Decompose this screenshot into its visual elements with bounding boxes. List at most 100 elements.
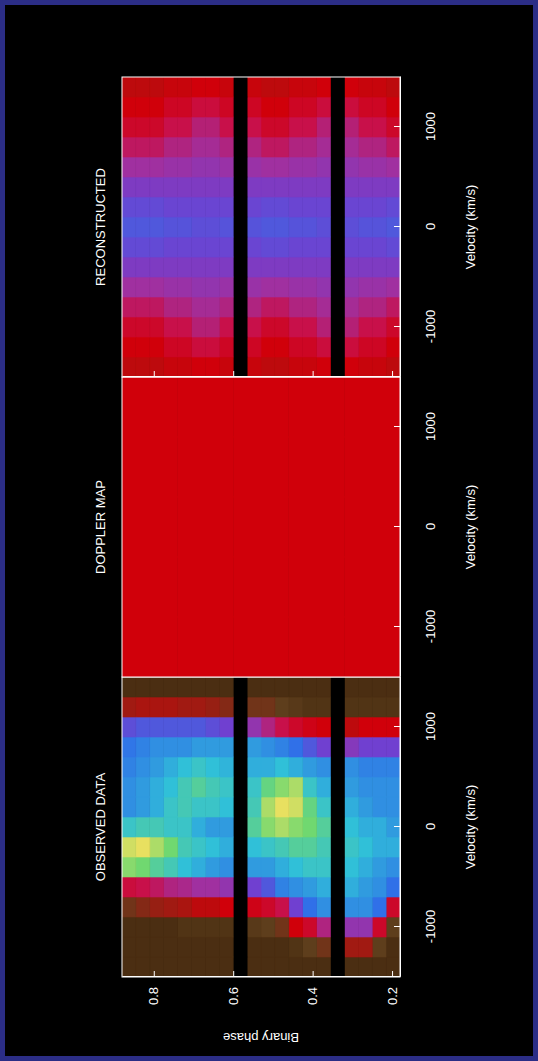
heatmap-cell (136, 357, 150, 377)
heatmap-cell (164, 717, 178, 737)
heatmap-cell (136, 237, 150, 257)
heatmap-cell (164, 797, 178, 817)
heatmap-cell (205, 937, 219, 957)
heatmap-cell (122, 317, 136, 337)
heatmap-cell (372, 237, 386, 257)
heatmap-cell (261, 697, 275, 717)
heatmap-cell (275, 137, 289, 157)
heatmap-cell (150, 897, 164, 917)
y-axis-title: Binary phase (223, 1030, 299, 1045)
heatmap-cell (164, 837, 178, 857)
heatmap-cell (192, 817, 206, 837)
background (5, 5, 533, 1056)
heatmap-cell (303, 197, 317, 217)
heatmap-cell (150, 197, 164, 217)
tick-mark (394, 926, 400, 927)
heatmap-cell (372, 257, 386, 277)
heatmap-cell (150, 297, 164, 317)
heatmap-cell (317, 237, 331, 257)
heatmap-cell (372, 697, 386, 717)
heatmap-cell (150, 237, 164, 257)
heatmap-cell (219, 317, 233, 337)
heatmap-cell (289, 197, 303, 217)
heatmap-cell (344, 617, 400, 677)
tick: 0 (394, 523, 438, 530)
heatmap-cell (358, 137, 372, 157)
heatmap-cell (358, 797, 372, 817)
heatmap-cell (233, 617, 289, 677)
heatmap-cell (317, 817, 331, 837)
heatmap-cell (219, 237, 233, 257)
heatmap-cell (372, 937, 386, 957)
heatmap-cell (178, 857, 192, 877)
heatmap-cell (344, 837, 358, 857)
tick-mark (313, 371, 314, 377)
heatmap-cell (331, 777, 345, 797)
heatmap-cell (289, 297, 303, 317)
heatmap-cell (150, 837, 164, 857)
heatmap-cell (289, 677, 303, 697)
heatmap-cell (247, 77, 261, 97)
heatmap-cell (303, 917, 317, 937)
heatmap-cell (372, 137, 386, 157)
heatmap-cell (192, 97, 206, 117)
heatmap-cell (205, 317, 219, 337)
heatmap-cell (386, 777, 400, 797)
tick-mark (394, 726, 400, 727)
heatmap-cell (289, 237, 303, 257)
heatmap-cell (122, 617, 178, 677)
heatmap-cell (136, 677, 150, 697)
heatmap-cell (205, 777, 219, 797)
heatmap-cell (386, 117, 400, 137)
heatmap-cell (344, 197, 358, 217)
heatmap-cell (136, 277, 150, 297)
heatmap-cell (275, 217, 289, 237)
heatmap-cell (247, 737, 261, 757)
heatmap-cell (192, 957, 206, 977)
heatmap-cell (303, 697, 317, 717)
heatmap-cell (386, 957, 400, 977)
heatmap-cell (317, 737, 331, 757)
heatmap-cell (289, 437, 345, 497)
heatmap-cell (205, 797, 219, 817)
heatmap-cell (164, 297, 178, 317)
x-axis-title: Velocity (km/s) (463, 785, 478, 870)
heatmap-cell (192, 277, 206, 297)
heatmap-cell (205, 237, 219, 257)
heatmap-cell (164, 77, 178, 97)
heatmap-cell (164, 817, 178, 837)
frame-border (0, 0, 538, 1061)
heatmap-cell (136, 877, 150, 897)
heatmap-cell (261, 257, 275, 277)
tick: 0.2 (385, 971, 400, 1005)
heatmap-cell (261, 357, 275, 377)
heatmap-cell (164, 177, 178, 197)
heatmap-cell (275, 277, 289, 297)
heatmap-cell (122, 817, 136, 837)
heatmap-cell (122, 437, 178, 497)
tick-mark (392, 371, 393, 377)
heatmap-cell (136, 777, 150, 797)
heatmap-cell (178, 497, 234, 557)
heatmap-cell (233, 677, 247, 697)
panel: -100001000RECONSTRUCTEDVelocity (km/s) (93, 77, 478, 378)
heatmap-cell (192, 837, 206, 857)
heatmap-cell (372, 777, 386, 797)
tick-label: 0.2 (385, 987, 400, 1005)
tick-label: 0 (423, 523, 438, 530)
heatmap-cell (247, 217, 261, 237)
heatmap-cell (150, 957, 164, 977)
heatmap-cell (219, 177, 233, 197)
heatmap-cell (164, 357, 178, 377)
heatmap-cell (192, 937, 206, 957)
heatmap-cell (205, 757, 219, 777)
heatmap-cell (289, 737, 303, 757)
heatmap-cell (261, 837, 275, 857)
heatmap-cell (164, 117, 178, 137)
heatmap-cell (344, 717, 358, 737)
heatmap-cell (358, 677, 372, 697)
heatmap-cell (164, 917, 178, 937)
heatmap-cell (150, 357, 164, 377)
heatmap-cell (150, 777, 164, 797)
heatmap-cell (178, 897, 192, 917)
